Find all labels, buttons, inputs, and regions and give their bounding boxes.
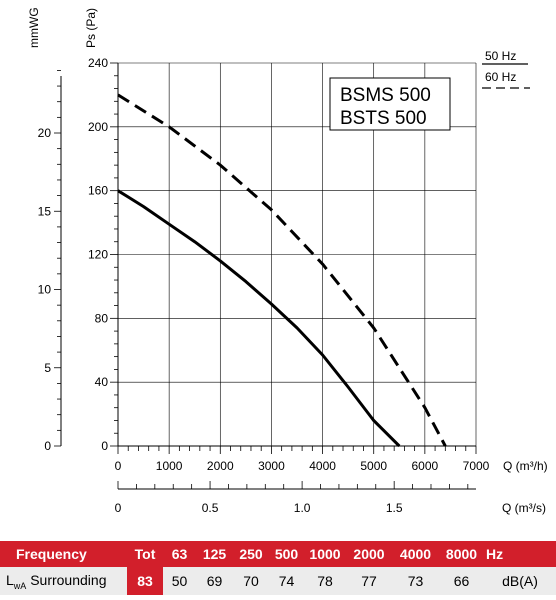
header-band: 500	[269, 541, 304, 567]
header-band: 1000	[304, 541, 346, 567]
x-m3s-tick-label: 1.5	[386, 501, 403, 515]
cell-band: 69	[196, 567, 233, 595]
cell-band: 73	[392, 567, 439, 595]
x-m3h-tick-label: 4000	[309, 459, 336, 473]
cell-band: 70	[233, 567, 269, 595]
cell-band: 74	[269, 567, 304, 595]
y-pa-tick-label: 240	[88, 56, 108, 70]
x-m3h-tick-label: 2000	[207, 459, 234, 473]
x-m3h-tick-label: 3000	[258, 459, 285, 473]
legend-label-60hz: 60 Hz	[485, 70, 516, 84]
header-tot: Tot	[127, 541, 163, 567]
header-unit: Hz	[484, 541, 556, 567]
legend: 50 Hz 60 Hz	[482, 49, 530, 89]
y-mm-tick-label: 5	[44, 361, 51, 375]
x-m3s-tick-label: 1.0	[294, 501, 311, 515]
x-m3h-tick-label: 0	[115, 459, 122, 473]
cell-tot: 83	[127, 567, 163, 595]
curve-50hz	[117, 189, 401, 448]
curve-layer	[117, 93, 447, 448]
y-axis-label-pa: Ps (Pa)	[84, 8, 98, 48]
x-m3h-tick-label: 5000	[360, 459, 387, 473]
table-row: LwA Surrounding 83 50 69 70 74 78 77 73 …	[0, 567, 556, 595]
header-band: 250	[233, 541, 269, 567]
y-axis-label-mmwg: mmWG	[27, 7, 41, 48]
row-label-lwa-surrounding: LwA Surrounding	[0, 567, 127, 595]
y-pa-tick-label: 160	[88, 184, 108, 198]
y-pa-tick-label: 80	[95, 311, 109, 325]
y-pa-tick-label: 200	[88, 120, 108, 134]
cell-band: 50	[163, 567, 196, 595]
model-label-bsms: BSMS 500	[340, 85, 431, 106]
y-mm-tick-label: 10	[38, 283, 52, 297]
header-band: 63	[163, 541, 196, 567]
sound-data-table: Frequency Tot 63 125 250 500 1000 2000 4…	[0, 541, 556, 595]
x-m3s-tick-label: 0	[115, 501, 122, 515]
cell-unit: dB(A)	[484, 567, 556, 595]
header-band: 2000	[346, 541, 392, 567]
x-m3s-tick-label: 0.5	[202, 501, 219, 515]
legend-label-50hz: 50 Hz	[485, 49, 516, 63]
y-mm-tick-label: 15	[38, 204, 52, 218]
x-m3h-tick-label: 6000	[412, 459, 439, 473]
y-pa-tick-label: 0	[101, 439, 108, 453]
header-frequency: Frequency	[0, 541, 127, 567]
curve-60hz	[117, 93, 447, 447]
cell-band: 77	[346, 567, 392, 595]
header-band: 8000	[439, 541, 484, 567]
table-header-row: Frequency Tot 63 125 250 500 1000 2000 4…	[0, 541, 556, 567]
model-label-bsts: BSTS 500	[340, 108, 427, 129]
x-m3h-tick-label: 1000	[156, 459, 183, 473]
header-band: 125	[196, 541, 233, 567]
model-label-box: BSMS 500 BSTS 500	[329, 77, 451, 131]
x-m3h-tick-label: 7000	[463, 459, 490, 473]
y-pa-tick-label: 40	[95, 375, 109, 389]
y-mm-tick-label: 20	[38, 126, 52, 140]
cell-band: 78	[304, 567, 346, 595]
y-mm-tick-label: 0	[44, 439, 51, 453]
y-pa-tick-label: 120	[88, 248, 108, 262]
header-band: 4000	[392, 541, 439, 567]
x-axis-label-m3h: Q (m³/h)	[503, 459, 548, 473]
cell-band: 66	[439, 567, 484, 595]
x-axis-label-m3s: Q (m³/s)	[502, 501, 546, 515]
